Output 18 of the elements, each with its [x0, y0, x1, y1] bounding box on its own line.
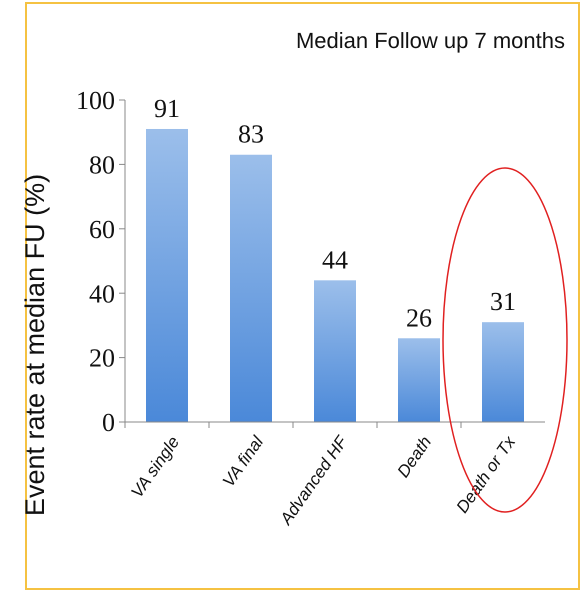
- y-tick-label: 60: [89, 214, 115, 244]
- chart-title: Median Follow up 7 months: [296, 28, 565, 53]
- data-label: 83: [238, 120, 264, 149]
- y-tick-label: 0: [102, 408, 115, 438]
- bar: [230, 154, 272, 422]
- y-tick-label: 20: [89, 344, 115, 373]
- data-label: 31: [490, 287, 516, 316]
- y-tick-label: 40: [89, 279, 115, 308]
- data-label: 26: [406, 303, 432, 332]
- data-label: 44: [322, 245, 348, 274]
- bar: [482, 322, 524, 422]
- bar: [314, 280, 356, 422]
- data-label: 91: [154, 94, 180, 123]
- bar: [146, 128, 188, 422]
- bar: [398, 338, 440, 422]
- y-tick-label: 100: [76, 86, 115, 116]
- y-tick-label: 80: [89, 150, 115, 180]
- y-axis-title: Event rate at median FU (%): [20, 174, 50, 516]
